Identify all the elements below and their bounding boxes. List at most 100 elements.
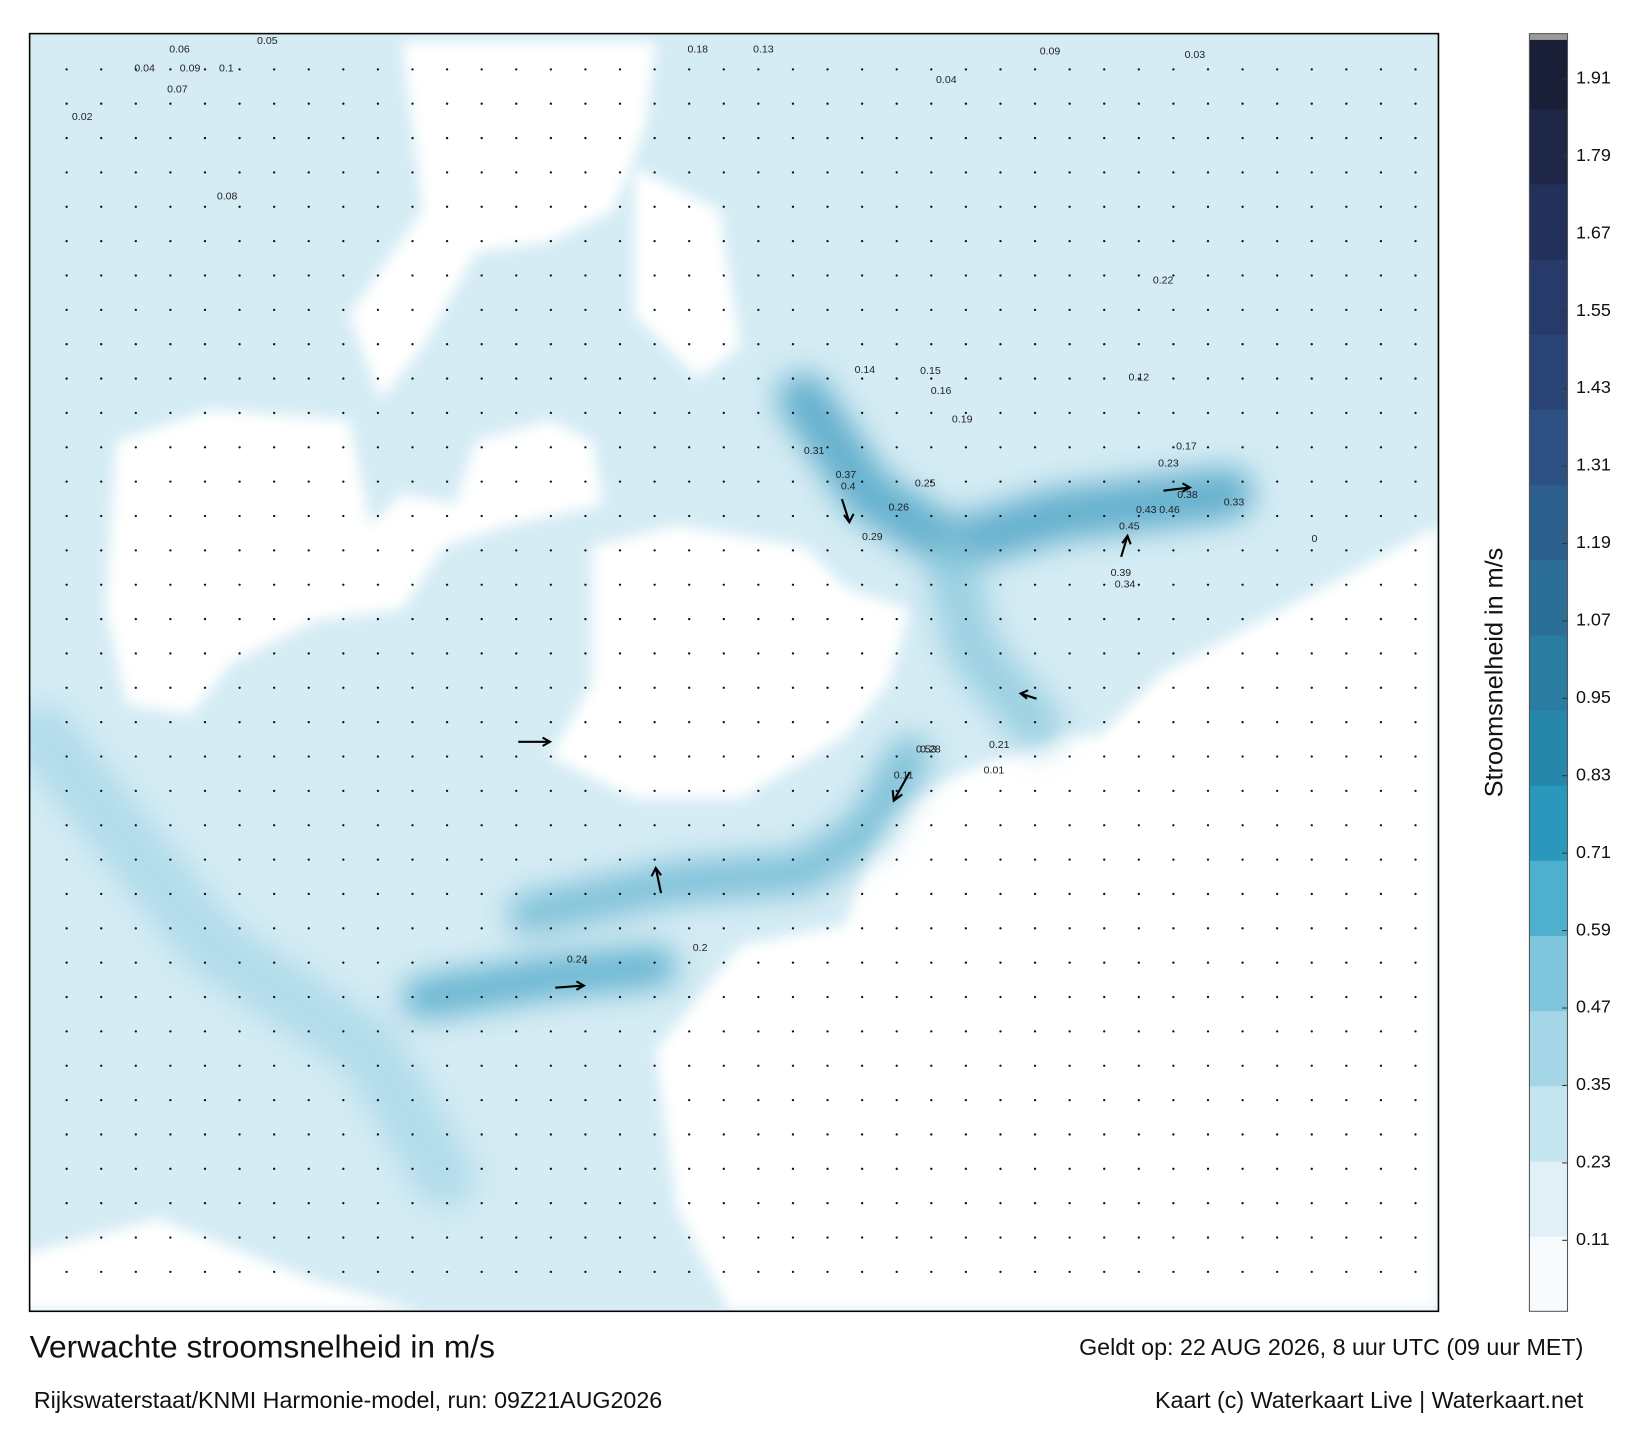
vector-dot: [203, 274, 207, 277]
vector-dot: [1068, 411, 1071, 415]
vector-dot: [618, 205, 622, 208]
vector-dot: [1068, 239, 1071, 243]
vector-dot: [480, 136, 483, 140]
vector-dot: [791, 205, 795, 208]
vector-dot: [272, 1030, 276, 1033]
vector-dot: [480, 1133, 483, 1136]
vector-dot: [1068, 1064, 1071, 1067]
vector-dot: [411, 1236, 414, 1239]
vector-dot: [1310, 102, 1313, 105]
vector-dot: [930, 343, 933, 346]
vector-dot: [757, 480, 760, 483]
colorbar-tick-label: 1.91: [1576, 68, 1611, 88]
vector-dot: [999, 1064, 1002, 1067]
vector-dot: [65, 961, 68, 964]
vector-dot: [134, 1030, 137, 1033]
vector-dot: [272, 1098, 276, 1102]
vector-dot: [65, 617, 68, 621]
vector-dot: [964, 1270, 968, 1274]
vector-dot: [272, 892, 276, 896]
vector-dot: [134, 411, 137, 415]
colorbar-band: [1529, 1160, 1568, 1237]
vector-dot: [757, 1270, 760, 1274]
vector-dot: [618, 961, 622, 964]
vector-dot: [653, 858, 656, 861]
vector-dot: [1033, 1167, 1037, 1170]
vector-dot: [1379, 824, 1383, 827]
vector-dot: [895, 617, 898, 621]
vector-dot: [169, 514, 172, 518]
vector-dot: [1033, 239, 1037, 243]
colorbar-band: [1529, 484, 1568, 561]
vector-dot: [757, 1030, 760, 1033]
colorbar-tick-label: 0.11: [1576, 1229, 1610, 1249]
vector-dot: [65, 652, 68, 655]
vector-dot: [445, 446, 449, 449]
vector-dot: [100, 514, 103, 518]
vector-dot: [1276, 961, 1279, 964]
vector-dot: [1310, 1270, 1313, 1274]
vector-dot: [1137, 583, 1140, 586]
vector-dot: [757, 652, 760, 655]
vector-dot: [169, 927, 172, 930]
vector-dot: [688, 1064, 691, 1067]
vector-dot: [930, 1030, 933, 1033]
vector-dot: [65, 755, 68, 758]
vector-dot: [169, 274, 172, 277]
vector-dot: [1414, 480, 1417, 483]
vector-dot: [238, 1064, 241, 1067]
vector-dot: [1103, 171, 1106, 174]
vector-dot: [1241, 102, 1244, 105]
vector-dot: [1103, 617, 1106, 621]
vector-dot: [860, 239, 864, 243]
vector-dot: [584, 480, 587, 483]
vector-dot: [1310, 1236, 1313, 1239]
vector-dot: [1033, 1098, 1037, 1102]
vector-dot: [895, 411, 898, 415]
vector-dot: [999, 549, 1002, 552]
vector-dot: [584, 205, 587, 208]
vector-dot: [1276, 927, 1279, 930]
vector-dot: [826, 549, 829, 552]
value-label: 0.18: [688, 44, 709, 56]
vector-dot: [100, 1202, 103, 1205]
vector-dot: [307, 755, 310, 758]
vector-dot: [688, 1167, 691, 1170]
vector-dot: [757, 343, 760, 346]
vector-dot: [826, 892, 829, 896]
vector-dot: [1137, 308, 1140, 312]
vector-dot: [515, 617, 518, 621]
vector-dot: [1345, 1098, 1348, 1102]
vector-dot: [895, 1030, 898, 1033]
vector-dot: [376, 205, 380, 208]
vector-dot: [480, 1167, 483, 1170]
vector-dot: [1033, 961, 1037, 964]
vector-dot: [376, 480, 380, 483]
vector-dot: [549, 1064, 553, 1067]
vector-dot: [411, 68, 414, 71]
vector-dot: [169, 68, 172, 71]
vector-dot: [999, 892, 1002, 896]
vector-dot: [1276, 686, 1279, 689]
vector-dot: [134, 205, 137, 208]
vector-dot: [445, 102, 449, 105]
vector-dot: [342, 1030, 345, 1033]
vector-dot: [964, 308, 968, 312]
vector-dot: [1379, 1236, 1383, 1239]
vector-dot: [584, 1064, 587, 1067]
vector-dot: [1276, 136, 1279, 140]
value-labels: 0.060.050.04 0.090.020.070.080.10.18 0.13 0…: [72, 35, 1318, 965]
vector-dot: [342, 721, 345, 724]
vector-dot: [376, 755, 380, 758]
vector-dot: [1206, 308, 1210, 312]
vector-dot: [515, 1236, 518, 1239]
value-label: 0.17: [1176, 441, 1197, 453]
vector-dot: [999, 102, 1002, 105]
vector-dot: [757, 1202, 760, 1205]
vector-dot: [480, 68, 483, 71]
vector-dot: [238, 1270, 241, 1274]
vector-dot: [549, 343, 553, 346]
vector-dot: [1033, 102, 1037, 105]
vector-dot: [1310, 1202, 1313, 1205]
vector-dot: [376, 1098, 380, 1102]
